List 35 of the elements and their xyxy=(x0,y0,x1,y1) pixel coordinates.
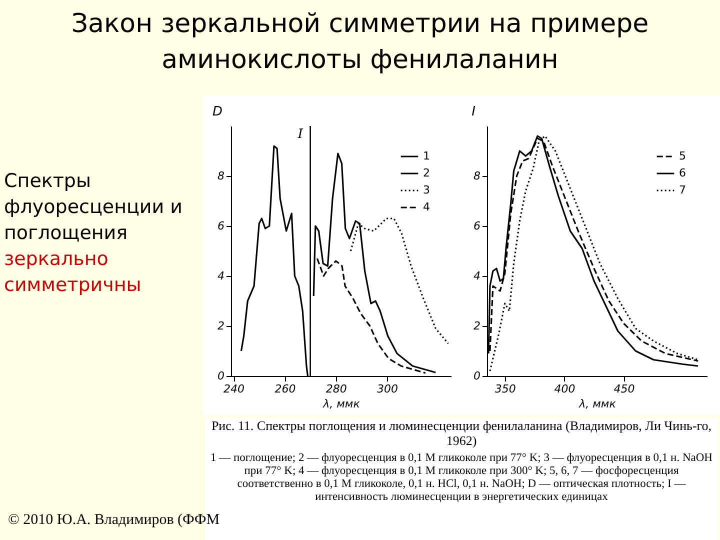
legend-label: 2 xyxy=(423,166,430,180)
x-axis-title: λ, ммк xyxy=(322,398,360,410)
text: Спектры флуоресценции и поглощения xyxy=(4,169,184,246)
x-tick-label: 350 xyxy=(494,382,516,396)
legend-label: 1 xyxy=(423,150,430,162)
x-axis-title: λ, ммк xyxy=(578,398,616,410)
x-tick-label: 450 xyxy=(614,382,635,396)
y-axis-title: D xyxy=(212,104,223,120)
text: зеркально симметричны xyxy=(4,247,142,298)
y-axis-title: I xyxy=(472,104,476,120)
x-tick-label: 240 xyxy=(224,382,245,396)
x-tick-label: 260 xyxy=(274,382,296,396)
legend-label: 7 xyxy=(679,184,686,196)
y-tick-label: 6 xyxy=(474,220,480,232)
y-tick-label: 8 xyxy=(218,170,224,182)
ref-line-label: I xyxy=(296,127,304,142)
y-tick-label: 6 xyxy=(218,220,224,232)
chart-title: Закон зеркальной симметрии на примере аминокислоты фенилаланин xyxy=(70,8,650,77)
y-tick-label: 2 xyxy=(218,320,224,332)
y-tick-label: 4 xyxy=(474,270,480,282)
legend-label: 6 xyxy=(679,166,686,180)
x-tick-label: 280 xyxy=(326,382,347,396)
legend-label: 3 xyxy=(423,184,430,196)
legend-label: 5 xyxy=(679,150,686,162)
y-tick-label: 0 xyxy=(218,370,224,382)
y-tick-label: 2 xyxy=(474,320,480,332)
text: Рис. 11. Спектры поглощения и люминесценции фенилаланина (Владимиров, Ли Чинь-го, 1962) xyxy=(210,418,713,448)
y-tick-label: 0 xyxy=(474,370,480,382)
text: 1 — поглощение; 2 — флуоресценция в 0,1 M гликоколе при 77° K; 3 — флуоресценция в 0,1 н. NaOH при 77° K; 4 — флуоресценция в 0,1 M гликоколе при 300° K; 5, 6, 7 — фосфоресценция соответственно в 0,1 M гликоколе, 0,1 н. HCl, 0,1 н. NaOH; D — оптическая плотность; I — интенсивность люминесценции в энергетических единицах xyxy=(210,452,714,504)
x-tick-label: 400 xyxy=(554,382,576,396)
text: © 2010 Ю.А. Владимиров (ФФМ xyxy=(8,512,220,529)
y-tick-label: 4 xyxy=(218,270,224,282)
legend-label: 4 xyxy=(423,200,430,214)
x-tick-label: 300 xyxy=(377,382,398,396)
y-tick-label: 8 xyxy=(474,170,480,182)
